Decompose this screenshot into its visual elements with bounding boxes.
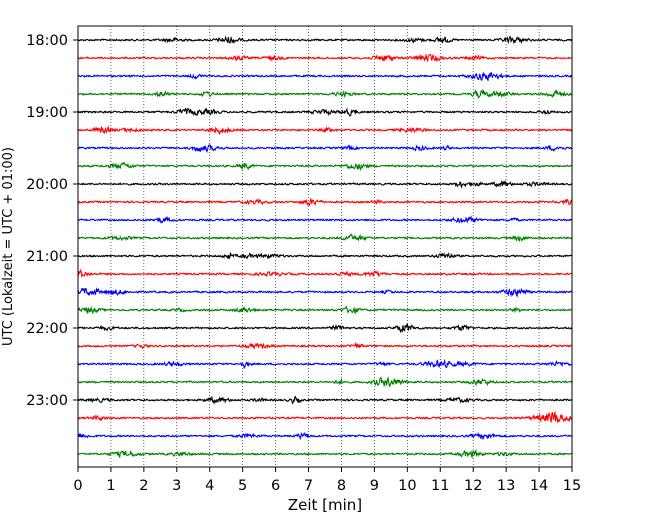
y-tick-label: 18:00 — [26, 33, 68, 49]
seismic-trace — [77, 215, 573, 224]
seismic-trace — [77, 449, 573, 459]
seismic-trace — [77, 432, 573, 441]
seismic-trace — [77, 251, 573, 260]
seismic-trace — [77, 410, 573, 423]
seismic-trace — [77, 375, 573, 387]
x-tick-label: 5 — [238, 478, 247, 494]
seismic-trace — [77, 144, 573, 154]
x-tick-label: 1 — [106, 478, 115, 494]
x-tick-label: 11 — [431, 478, 449, 494]
x-tick-label: 13 — [497, 478, 515, 494]
seismic-trace — [77, 233, 573, 242]
x-tick-label: 2 — [139, 478, 148, 494]
seismic-trace — [77, 35, 573, 45]
seismic-trace — [77, 161, 573, 171]
y-tick-label: 22:00 — [26, 321, 68, 337]
x-tick-label: 3 — [172, 478, 181, 494]
x-tick-label: 8 — [337, 478, 346, 494]
x-tick-label: 14 — [530, 478, 548, 494]
x-tick-label: 15 — [563, 478, 581, 494]
y-axis-label: UTC (Lokalzeit = UTC + 01:00) — [1, 147, 16, 346]
seismic-trace — [77, 305, 573, 315]
seismic-trace — [77, 53, 573, 63]
seismic-trace — [77, 88, 573, 99]
y-tick-label: 21:00 — [26, 249, 68, 265]
seismic-traces — [77, 35, 573, 459]
x-tick-label: 12 — [464, 478, 482, 494]
x-tick-label: 6 — [271, 478, 280, 494]
seismic-trace — [77, 125, 573, 136]
x-tick-label: 9 — [370, 478, 379, 494]
x-tick-label: 0 — [73, 478, 82, 494]
seismic-trace — [77, 71, 573, 82]
x-tick-label: 4 — [205, 478, 214, 494]
x-tick-label: 7 — [304, 478, 313, 494]
seismic-trace — [77, 342, 573, 350]
seismic-trace — [77, 179, 573, 189]
seismic-trace — [77, 287, 573, 298]
y-tick-label: 20:00 — [26, 177, 68, 193]
seismic-trace — [77, 358, 573, 370]
x-tick-label: 10 — [398, 478, 416, 494]
seismic-trace — [77, 107, 573, 117]
y-axis-ticks: 18:00 19:00 20:00 21:00 22:00 23:00 — [26, 33, 78, 409]
y-tick-label: 19:00 — [26, 105, 68, 121]
x-axis-label: Zeit [min] — [288, 496, 362, 514]
y-tick-label: 23:00 — [26, 393, 68, 409]
plot-frame — [77, 25, 573, 468]
seismic-trace — [77, 323, 573, 334]
seismic-trace — [77, 268, 573, 279]
seismic-trace — [77, 395, 573, 405]
x-axis-ticks: 0 1 2 3 4 5 6 7 8 9 10 11 12 13 14 15 — [73, 467, 581, 494]
seismic-trace — [77, 198, 573, 207]
